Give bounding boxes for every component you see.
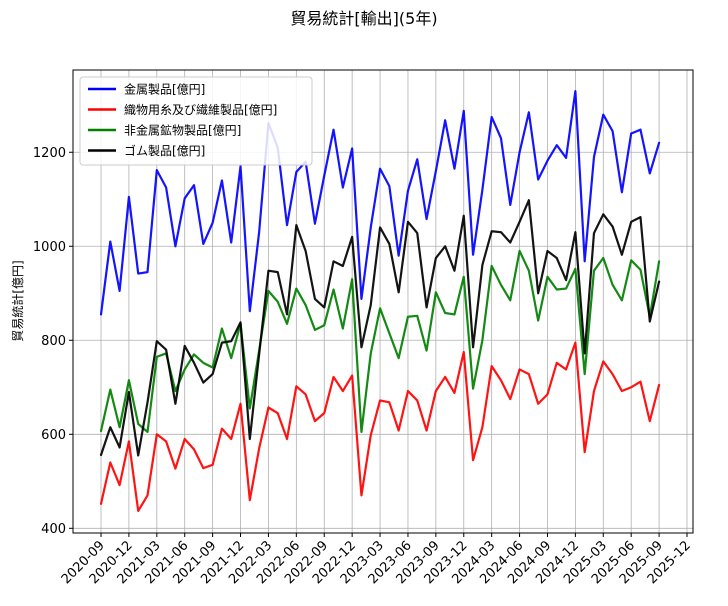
legend-label: 金属製品[億円] [124, 82, 205, 97]
y-tick-label: 600 [41, 428, 66, 443]
legend-label: 織物用糸及び繊維製品[億円] [124, 103, 277, 117]
y-axis: 400 600 800 1000 1200 [33, 146, 73, 537]
legend-label: 非金属鉱物製品[億円] [124, 123, 241, 138]
legend-box [79, 76, 313, 166]
series-line-1 [99, 90, 661, 316]
chart-title: 貿易統計[輸出](5年) [290, 9, 437, 28]
series-line-3 [99, 249, 661, 434]
legend-label: ゴム製品[億円] [124, 143, 205, 158]
series-line-2 [99, 341, 661, 513]
x-axis: 2020-092020-122021-032021-062021-092021-… [59, 533, 694, 587]
y-tick-label: 1200 [33, 146, 66, 161]
y-axis-label: 貿易統計[億円] [10, 260, 25, 341]
legend: 金属製品[億円] 織物用糸及び繊維製品[億円] 非金属鉱物製品[億円] ゴム製品[億円… [79, 76, 313, 166]
y-tick-label: 800 [41, 334, 66, 349]
series-line-4 [99, 199, 661, 457]
series-layer [99, 90, 661, 513]
plot-frame [72, 69, 694, 534]
y-tick-label: 400 [41, 522, 66, 537]
y-tick-label: 1000 [33, 240, 66, 255]
